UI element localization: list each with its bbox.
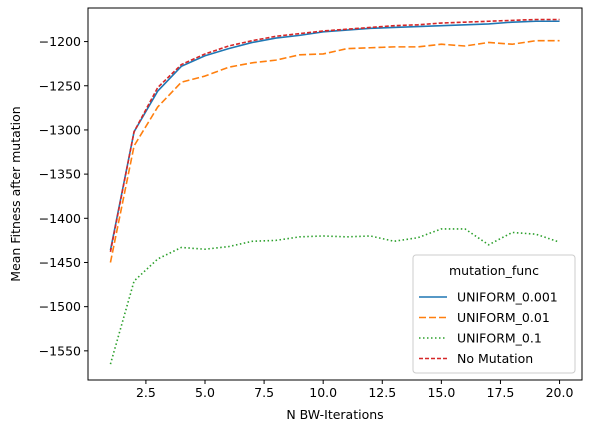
x-axis-label: N BW-Iterations (286, 407, 383, 422)
x-tick-label: 2.5 (136, 385, 156, 400)
legend-entry-1: UNIFORM_0.01 (419, 310, 550, 325)
legend-entries: UNIFORM_0.001 UNIFORM_0.01 UNIFORM_0.1 No M… (419, 290, 558, 366)
y-tick-label: −1350 (39, 167, 81, 182)
x-tick-label: 10.0 (309, 385, 337, 400)
y-axis-label: Mean Fitness after mutation (8, 106, 23, 281)
y-tick-label: −1250 (39, 78, 81, 93)
x-tick-label: 20.0 (546, 385, 574, 400)
series-line-0 (109, 20, 560, 251)
x-tick-label: 12.5 (368, 385, 396, 400)
y-tick-label: −1400 (39, 211, 81, 226)
x-tick-label: 7.5 (254, 385, 274, 400)
x-tick-label: 5.0 (195, 385, 215, 400)
legend-label: UNIFORM_0.1 (457, 331, 542, 346)
y-axis: −1550 −1500 −1450 −1400 −1350 −1300 −1250 −1200 (39, 34, 88, 358)
series-line-1 (109, 39, 560, 263)
x-tick-label: 17.5 (487, 385, 515, 400)
y-tick-label: −1450 (39, 255, 81, 270)
y-tick-label: −1200 (39, 34, 81, 49)
series-layer (109, 18, 560, 365)
legend-box (412, 254, 576, 374)
x-tick-label: 15.0 (427, 385, 455, 400)
series-line-3 (109, 18, 560, 253)
legend-entry-3: No Mutation (419, 351, 533, 366)
series-line-2 (109, 228, 560, 365)
legend-label: UNIFORM_0.01 (457, 310, 550, 325)
legend-entry-0: UNIFORM_0.001 (419, 290, 558, 305)
legend: mutation_func UNIFORM_0.001UNIFORM_0.01U… (412, 254, 576, 374)
legend-entry-2: UNIFORM_0.1 (419, 331, 542, 346)
legend-title: mutation_func (449, 263, 539, 278)
x-axis: 2.5 5.0 7.5 10.0 12.5 15.0 17.5 20.0 (136, 380, 574, 400)
y-tick-label: −1500 (39, 299, 81, 314)
plot-frame (87, 7, 583, 381)
legend-label: UNIFORM_0.001 (457, 290, 558, 305)
legend-label: No Mutation (457, 351, 533, 366)
y-tick-label: −1550 (39, 343, 81, 358)
y-tick-label: −1300 (39, 122, 81, 137)
